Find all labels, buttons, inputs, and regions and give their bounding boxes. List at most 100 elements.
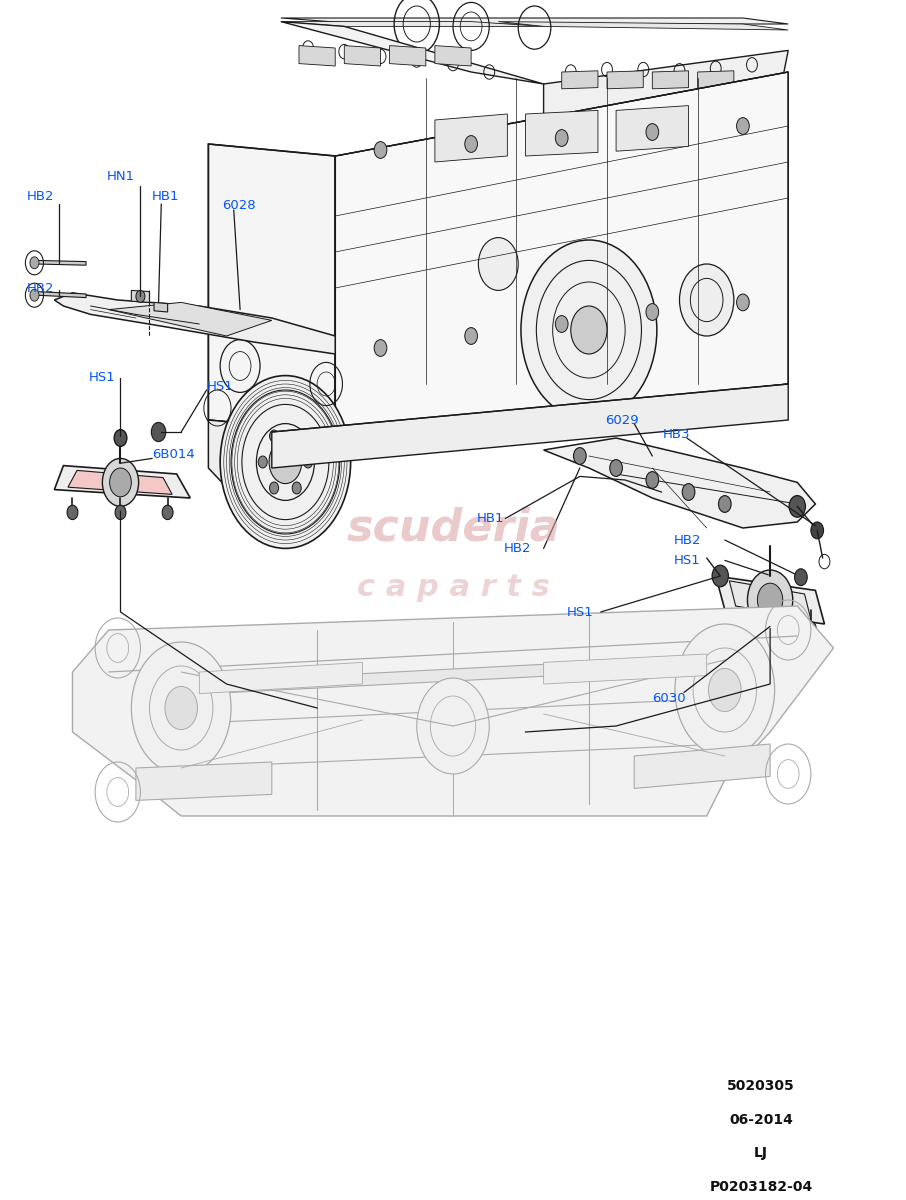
Polygon shape — [163, 654, 743, 696]
Circle shape — [646, 124, 659, 140]
Polygon shape — [36, 260, 86, 265]
Circle shape — [675, 624, 775, 756]
Polygon shape — [199, 662, 362, 694]
Circle shape — [30, 257, 39, 269]
Circle shape — [374, 142, 387, 158]
Polygon shape — [616, 106, 689, 151]
Circle shape — [724, 622, 735, 636]
Circle shape — [571, 306, 607, 354]
Polygon shape — [335, 72, 788, 432]
Polygon shape — [607, 71, 643, 89]
Polygon shape — [136, 762, 272, 800]
Polygon shape — [208, 420, 344, 516]
Text: HB2: HB2 — [504, 542, 531, 554]
Text: HB2: HB2 — [27, 191, 54, 203]
Polygon shape — [68, 470, 172, 494]
Text: HB3: HB3 — [663, 428, 690, 440]
Circle shape — [114, 430, 127, 446]
Polygon shape — [390, 46, 426, 66]
Polygon shape — [344, 46, 381, 66]
Circle shape — [680, 264, 734, 336]
Circle shape — [293, 482, 301, 494]
Circle shape — [270, 430, 278, 442]
Polygon shape — [729, 581, 811, 619]
Text: 6029: 6029 — [605, 414, 639, 426]
Polygon shape — [435, 114, 507, 162]
Circle shape — [718, 496, 731, 512]
Circle shape — [712, 565, 728, 587]
Polygon shape — [54, 466, 190, 498]
Circle shape — [811, 522, 824, 539]
Polygon shape — [281, 22, 544, 84]
Circle shape — [610, 460, 622, 476]
Polygon shape — [435, 46, 471, 66]
Polygon shape — [634, 744, 770, 788]
Circle shape — [737, 118, 749, 134]
Text: HS1: HS1 — [566, 606, 593, 618]
Circle shape — [270, 482, 278, 494]
Circle shape — [646, 304, 659, 320]
Circle shape — [151, 422, 166, 442]
Circle shape — [555, 316, 568, 332]
Text: HS1: HS1 — [89, 372, 116, 384]
Circle shape — [737, 294, 749, 311]
Circle shape — [374, 340, 387, 356]
Polygon shape — [498, 22, 788, 30]
Circle shape — [646, 472, 659, 488]
Circle shape — [555, 130, 568, 146]
Circle shape — [131, 642, 231, 774]
Circle shape — [757, 583, 783, 617]
Circle shape — [136, 290, 145, 302]
Circle shape — [789, 496, 805, 517]
Text: 6028: 6028 — [222, 199, 255, 211]
Circle shape — [521, 240, 657, 420]
Text: 6030: 6030 — [652, 692, 686, 704]
Circle shape — [269, 440, 302, 484]
Text: HB1: HB1 — [477, 512, 504, 524]
Circle shape — [165, 686, 198, 730]
Circle shape — [795, 569, 807, 586]
Polygon shape — [544, 50, 788, 120]
Text: LJ: LJ — [754, 1146, 768, 1160]
Text: HB1: HB1 — [152, 191, 179, 203]
Polygon shape — [281, 18, 788, 24]
Circle shape — [162, 505, 173, 520]
Polygon shape — [36, 292, 86, 298]
Text: scuderia: scuderia — [346, 506, 560, 550]
Polygon shape — [131, 290, 149, 302]
Text: HB2: HB2 — [674, 534, 701, 546]
Text: 6B014: 6B014 — [152, 449, 195, 461]
Circle shape — [747, 570, 793, 630]
Circle shape — [805, 622, 816, 636]
Polygon shape — [109, 302, 272, 336]
Circle shape — [30, 289, 39, 301]
Circle shape — [708, 668, 741, 712]
Polygon shape — [154, 302, 168, 312]
Polygon shape — [716, 576, 824, 624]
Polygon shape — [72, 606, 834, 816]
Polygon shape — [652, 71, 689, 89]
Circle shape — [110, 468, 131, 497]
Text: 5020305: 5020305 — [728, 1079, 795, 1093]
Text: P0203182-04: P0203182-04 — [709, 1180, 813, 1194]
Circle shape — [682, 484, 695, 500]
Circle shape — [765, 622, 776, 636]
Text: c a p a r t s: c a p a r t s — [357, 574, 549, 602]
Polygon shape — [525, 110, 598, 156]
Circle shape — [465, 328, 477, 344]
Text: HS1: HS1 — [207, 380, 234, 392]
Polygon shape — [544, 438, 815, 528]
Text: HN1: HN1 — [107, 170, 135, 182]
Circle shape — [67, 505, 78, 520]
Circle shape — [258, 456, 267, 468]
Circle shape — [417, 678, 489, 774]
Circle shape — [304, 456, 313, 468]
Text: 06-2014: 06-2014 — [729, 1112, 793, 1127]
Polygon shape — [299, 46, 335, 66]
Circle shape — [478, 238, 518, 290]
Circle shape — [465, 136, 477, 152]
Circle shape — [102, 458, 139, 506]
Polygon shape — [281, 22, 544, 26]
Circle shape — [115, 505, 126, 520]
Polygon shape — [544, 654, 707, 684]
